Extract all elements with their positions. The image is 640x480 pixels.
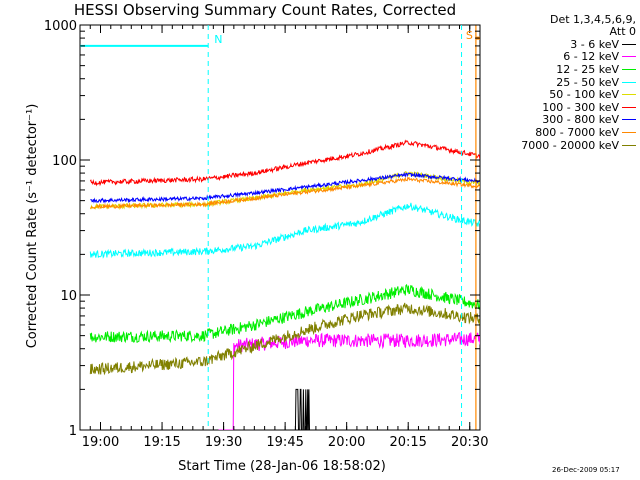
legend-label: 100 - 300 keV [542,100,619,114]
x-tick-label: 19:30 [205,435,242,450]
legend-swatch [622,56,636,58]
chart-title: HESSI Observing Summary Count Rates, Cor… [74,1,456,19]
y-tick-label: 1 [69,424,77,439]
legend-entry: 7000 - 20000 keV [486,139,636,152]
legend-entry: 25 - 50 keV [486,76,636,89]
y-tick-label: 100 [52,154,77,169]
legend-label: 6 - 12 keV [563,50,619,64]
x-tick-label: 19:00 [82,435,119,450]
legend: Det 1,3,4,5,6,9, Att 0 3 - 6 keV 6 - 12 k… [486,13,636,152]
legend-swatch [622,81,636,83]
legend-entry: 300 - 800 keV [486,113,636,127]
legend-label: 50 - 100 keV [549,88,619,102]
legend-label: 300 - 800 keV [542,113,619,127]
axis-ticks: 19:00 19:15 19:30 19:45 20:00 20:15 20:30 1 10 10… [44,19,489,450]
y-axis-label: Corrected Count Rate (s⁻¹ detector⁻¹) [25,104,40,349]
legend-swatch [622,43,636,45]
data-region [80,25,480,430]
series-line [89,202,480,259]
legend-title-line-1: Det 1,3,4,5,6,9, [549,13,636,26]
legend-label: 12 - 25 keV [556,62,619,76]
series-line [89,176,480,210]
y-tick-label: 1000 [44,19,77,34]
legend-entry: 800 - 7000 keV [486,126,636,139]
legend-swatch [622,106,636,108]
legend-entry: 100 - 300 keV [486,101,636,114]
series-line [89,302,480,376]
y-tick-label: 10 [60,289,77,304]
series-line [89,139,480,187]
series-line [90,171,480,204]
legend-entry: 50 - 100 keV [486,88,636,101]
x-tick-label: 19:45 [266,435,303,450]
series-line [90,171,480,211]
legend-swatch [622,144,636,146]
series-line [294,388,310,430]
legend-swatch [622,94,636,96]
legend-label: 800 - 7000 keV [535,125,619,139]
x-tick-label: 19:15 [143,435,180,450]
x-axis-label: Start Time (28-Jan-06 18:58:02) [178,459,386,474]
legend-label: 3 - 6 keV [570,37,619,51]
footer-timestamp: 26-Dec-2009 05:17 [552,466,620,474]
legend-swatch [622,119,636,121]
saa-marker-label: S [466,29,473,42]
legend-swatch [622,131,636,133]
legend-entry: 3 - 6 keV [486,38,636,51]
series-line [89,283,480,344]
legend-label: 7000 - 20000 keV [521,138,619,152]
plot-frame [79,24,481,431]
series-line [218,332,480,430]
x-tick-label: 20:00 [328,435,365,450]
legend-label: 25 - 50 keV [556,75,619,89]
legend-entry: 12 - 25 keV [486,63,636,76]
x-tick-label: 20:15 [389,435,426,450]
legend-entry: 6 - 12 keV [486,50,636,64]
legend-title-line-2: Att 0 [609,25,636,38]
night-marker-label: N [214,33,222,46]
legend-swatch [622,68,636,70]
x-tick-label: 20:30 [451,435,488,450]
